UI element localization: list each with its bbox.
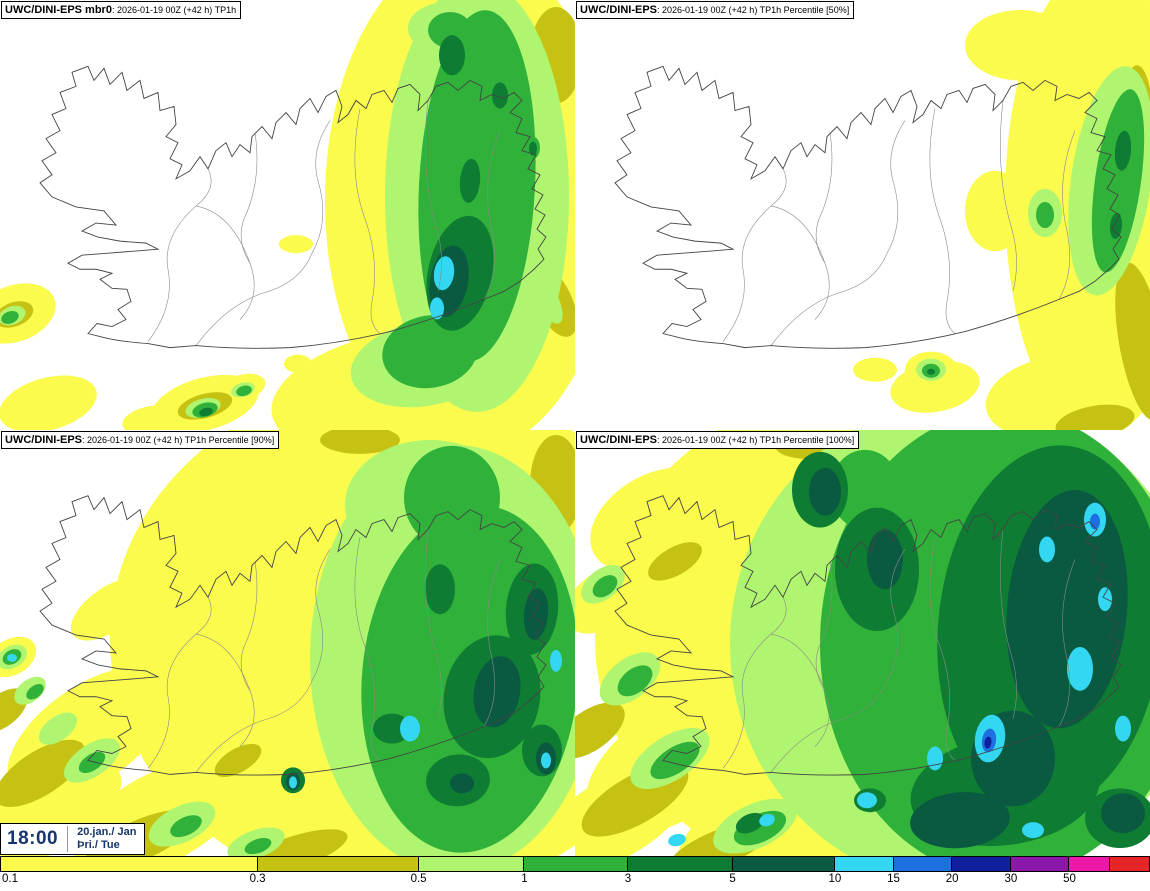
valid-time-box: 18:00 20.jan./ Jan Þri./ Tue	[0, 823, 146, 855]
valid-time: 18:00	[7, 828, 59, 849]
valid-date: 20.jan./ Jan	[77, 826, 137, 838]
panel-percentile-90: UWC/DINI-EPS: 2026-01-19 00Z (+42 h) TP1…	[0, 430, 575, 856]
colorbar-segment	[1109, 857, 1150, 871]
colorbar-tick-label: 10	[828, 873, 842, 885]
panel-title-p90: UWC/DINI-EPS: 2026-01-19 00Z (+42 h) TP1…	[1, 431, 280, 449]
run-info: : 2026-01-19 00Z (+42 h) TP1h	[111, 5, 237, 15]
colorbar-segment	[1069, 857, 1110, 871]
colorbar-tick-label: 0.1	[2, 873, 18, 885]
colorbar-segment	[418, 857, 525, 871]
map-iceland-p50	[614, 0, 1150, 430]
colorbar-segment	[952, 857, 1011, 871]
colorbar-tick-label: 50	[1063, 873, 1076, 885]
panel-mbr0: UWC/DINI-EPS mbr0: 2026-01-19 00Z (+42 h…	[0, 0, 575, 430]
panel-title-p50: UWC/DINI-EPS: 2026-01-19 00Z (+42 h) TP1…	[576, 1, 855, 19]
run-info: : 2026-01-19 00Z (+42 h) TP1h Percentile…	[657, 435, 855, 445]
colorbar-segment	[834, 857, 894, 871]
colorbar-segment	[257, 857, 419, 871]
map-iceland-p90	[0, 430, 575, 856]
run-info: : 2026-01-19 00Z (+42 h) TP1h Percentile…	[82, 435, 275, 445]
panel-percentile-100: UWC/DINI-EPS: 2026-01-19 00Z (+42 h) TP1…	[575, 430, 1150, 856]
map-iceland-p100	[575, 430, 1150, 856]
colorbar: 0.1 0.3 0.5 1 3 5 10 15 20 30 50	[0, 856, 1150, 891]
colorbar-tick-label: 0.5	[410, 873, 427, 885]
map-iceland-mbr0	[0, 0, 575, 430]
colorbar-tick-label: 15	[887, 873, 900, 885]
colorbar-labels: 0.1 0.3 0.5 1 3 5 10 15 20 30 50	[0, 872, 1150, 891]
panel-percentile-50: UWC/DINI-EPS: 2026-01-19 00Z (+42 h) TP1…	[575, 0, 1150, 430]
colorbar-tick-label: 20	[945, 873, 959, 885]
colorbar-segment	[732, 857, 835, 871]
colorbar-segment	[524, 857, 628, 871]
colorbar-tick-label: 0.3	[249, 873, 266, 885]
colorbar-tick-label: 5	[729, 873, 736, 885]
colorbar-segment	[0, 857, 258, 871]
run-info: : 2026-01-19 00Z (+42 h) TP1h Percentile…	[657, 5, 850, 15]
colorbar-tick-label: 3	[624, 873, 632, 885]
model-name: UWC/DINI-EPS	[580, 4, 657, 16]
panel-title-p100: UWC/DINI-EPS: 2026-01-19 00Z (+42 h) TP1…	[576, 431, 860, 449]
colorbar-segment	[1010, 857, 1070, 871]
colorbar-segment	[627, 857, 733, 871]
valid-weekday: Þri./ Tue	[77, 839, 120, 851]
colorbar-segment	[893, 857, 953, 871]
colorbar-strip	[0, 856, 1150, 872]
model-name: UWC/DINI-EPS mbr0	[5, 4, 112, 16]
valid-date-block: 20.jan./ Jan Þri./ Tue	[67, 826, 136, 852]
model-name: UWC/DINI-EPS	[5, 434, 82, 446]
colorbar-tick-label: 30	[1004, 873, 1018, 885]
panel-title-mbr0: UWC/DINI-EPS mbr0: 2026-01-19 00Z (+42 h…	[1, 1, 242, 19]
model-name: UWC/DINI-EPS	[580, 434, 657, 446]
colorbar-tick-label: 1	[521, 873, 528, 885]
map-grid: UWC/DINI-EPS mbr0: 2026-01-19 00Z (+42 h…	[0, 0, 1150, 856]
